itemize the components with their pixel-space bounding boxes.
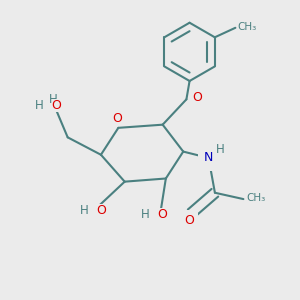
Text: H: H [80, 204, 88, 217]
Text: O: O [184, 214, 194, 227]
Text: O: O [52, 99, 61, 112]
Text: H: H [35, 99, 44, 112]
Text: O: O [193, 91, 202, 104]
Text: CH₃: CH₃ [237, 22, 256, 32]
Text: O: O [158, 208, 168, 221]
Text: H: H [49, 93, 58, 106]
Text: N: N [204, 152, 213, 164]
Text: CH₃: CH₃ [247, 194, 266, 203]
Text: H: H [216, 143, 225, 157]
Text: O: O [112, 112, 122, 125]
Text: H: H [49, 93, 58, 106]
Text: H: H [141, 208, 150, 221]
Text: O: O [96, 204, 106, 217]
